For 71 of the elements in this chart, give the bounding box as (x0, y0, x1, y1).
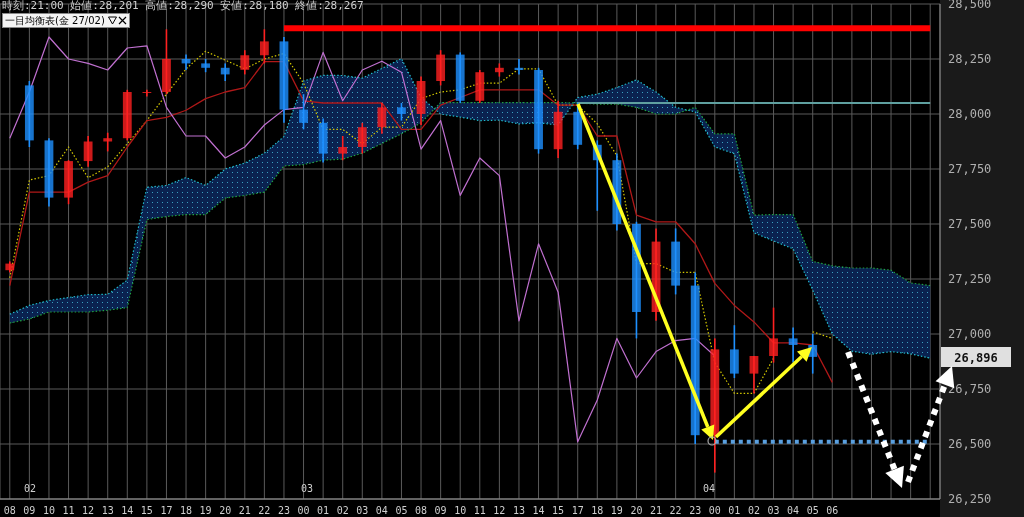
x-tick-label: 10 (454, 505, 467, 517)
x-tick-label: 12 (82, 505, 95, 517)
candlestick (142, 89, 152, 98)
x-tick-label: 22 (258, 505, 271, 517)
line-series (9, 101, 931, 324)
candlestick (377, 102, 387, 135)
x-tick-label: 09 (434, 505, 447, 517)
x-tick-label: 00 (297, 505, 310, 517)
x-tick-label: 23 (277, 505, 290, 517)
x-tick-label: 06 (826, 505, 839, 517)
y-tick-label: 27,000 (948, 327, 992, 342)
x-tick-label: 22 (669, 505, 682, 517)
x-tick-label: 15 (140, 505, 153, 517)
x-tick-label: 04 (787, 505, 800, 517)
candlestick (299, 93, 308, 131)
x-tick-label: 03 (767, 505, 780, 517)
x-tick-label: 08 (3, 505, 16, 517)
y-tick-label: 28,000 (948, 107, 992, 122)
x-tick-label: 19 (199, 505, 212, 517)
x-tick-label: 11 (473, 505, 486, 517)
annotation: 02 (24, 483, 37, 494)
candlestick (769, 306, 778, 364)
annotation: 04 (703, 483, 716, 494)
text: 一目均衡表(金 27/02) (5, 14, 105, 27)
candlestick (338, 135, 348, 161)
x-tick-label: 03 (356, 505, 369, 517)
x-tick-label: 15 (552, 505, 565, 517)
candlestick (240, 49, 250, 76)
x-tick-label: 13 (512, 505, 525, 517)
x-tick-label: 18 (180, 505, 193, 517)
y-tick-label: 27,750 (948, 162, 992, 177)
y-tick-label: 28,250 (948, 52, 992, 67)
x-tick-label: 21 (650, 505, 663, 517)
candlestick (749, 355, 759, 395)
x-tick-label: 08 (415, 505, 428, 517)
x-tick-label: 01 (317, 505, 330, 517)
text: 26,896 (954, 351, 998, 365)
x-tick-label: 00 (708, 505, 721, 517)
y-tick-label: 26,250 (948, 492, 992, 507)
chart-title: 時刻:21:00 始値:28,201 高値:28,290 安値:28,180 終値:28,267 (2, 0, 364, 12)
y-tick-label: 28,500 (948, 0, 992, 12)
candlestick (788, 326, 798, 364)
candlestick (103, 131, 113, 153)
x-tick-label: 02 (336, 505, 349, 517)
x-tick-label: 09 (23, 505, 36, 517)
y-tick-label: 27,250 (948, 272, 992, 287)
x-tick-label: 17 (571, 505, 584, 517)
candlestick (259, 28, 269, 65)
x-tick-label: 02 (747, 505, 760, 517)
x-tick-label: 14 (532, 505, 545, 517)
x-tick-label: 10 (42, 505, 55, 517)
x-tick-label: 11 (62, 505, 75, 517)
y-tick-label: 27,500 (948, 217, 992, 232)
candlestick (83, 135, 93, 168)
x-tick-label: 20 (630, 505, 643, 517)
x-tick-label: 13 (101, 505, 114, 517)
x-tick-label: 01 (728, 505, 741, 517)
x-tick-label: 05 (806, 505, 819, 517)
x-tick-label: 12 (493, 505, 506, 517)
x-tick-label: 20 (219, 505, 232, 517)
x-tick-label: 05 (395, 505, 408, 517)
x-tick-label: 17 (160, 505, 173, 517)
x-tick-label: 18 (591, 505, 604, 517)
annotation: 03 (301, 483, 314, 494)
x-tick-label: 04 (375, 505, 388, 517)
y-tick-label: 26,500 (948, 437, 992, 452)
x-tick-label: 21 (238, 505, 251, 517)
candlestick (357, 122, 367, 155)
x-tick-label: 19 (610, 505, 623, 517)
x-tick-label: 23 (689, 505, 702, 517)
x-tick-label: 14 (121, 505, 134, 517)
